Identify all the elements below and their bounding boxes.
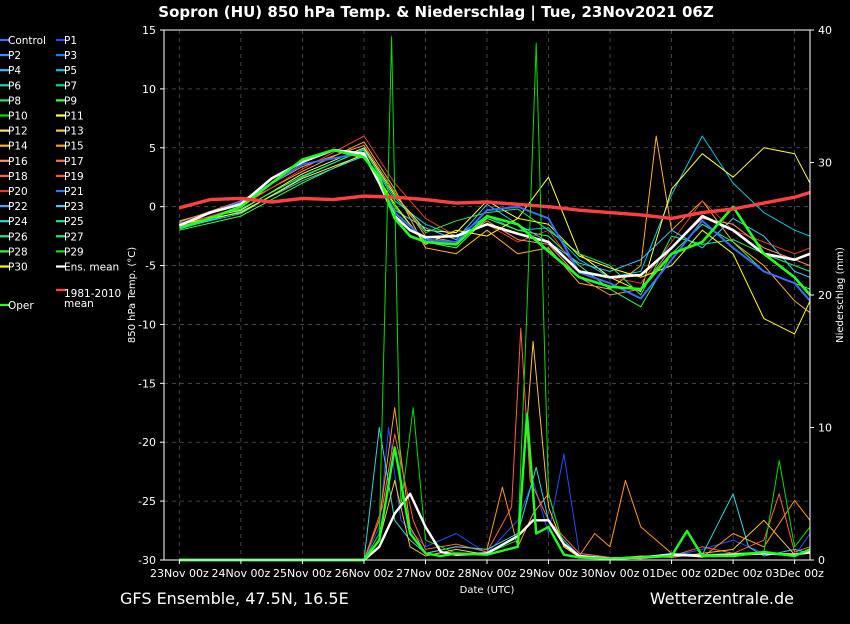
y-tick-label: -15: [138, 377, 156, 390]
y-tick-label: -30: [138, 554, 156, 567]
legend-label: P12: [8, 126, 28, 138]
x-tick-label: 23Nov 00z: [150, 567, 209, 580]
legend-label: P19: [64, 171, 84, 183]
y-tick-label: 0: [149, 201, 156, 214]
x-tick-label: 25Nov 00z: [273, 567, 332, 580]
legend-label: P1: [64, 35, 77, 47]
x-tick-label: 02Dec 00z: [704, 567, 763, 580]
x-tick-label: 29Nov 00z: [519, 567, 578, 580]
x-tick-label: 26Nov 00z: [335, 567, 394, 580]
legend-label: P3: [64, 50, 77, 62]
y-axis-label: 850 hPa Temp. (°C): [127, 247, 138, 343]
y2-tick-label: 20: [818, 289, 832, 302]
legend-label: P13: [64, 126, 84, 138]
legend-label: P4: [8, 65, 21, 77]
legend-label: P16: [8, 156, 28, 168]
y-tick-label: 5: [149, 142, 156, 155]
legend-label: P5: [64, 65, 77, 77]
x-tick-label: 03Dec 00z: [765, 567, 824, 580]
left-axis-ticks: 15 10 5 0 -5 -10 -15 -20 -25 -30: [138, 24, 164, 567]
legend-label: P20: [8, 186, 28, 198]
legend-label: P28: [8, 246, 28, 258]
legend-label: P29: [64, 246, 84, 258]
legend-label: P11: [64, 111, 84, 123]
legend-label: P9: [64, 95, 77, 107]
grid: [164, 29, 810, 561]
y2-tick-label: 0: [818, 554, 825, 567]
legend-label: P15: [64, 141, 84, 153]
legend-label: P23: [64, 201, 84, 213]
legend-label: P22: [8, 201, 28, 213]
legend-label: P8: [8, 95, 21, 107]
temp-series-line: [178, 190, 811, 221]
precip-series-line: [179, 413, 811, 562]
chart-title: Sopron (HU) 850 hPa Temp. & Niederschlag…: [158, 3, 714, 22]
legend-label: P24: [8, 216, 28, 228]
y-tick-label: -10: [138, 318, 156, 331]
legend-label: Ens. mean: [64, 262, 119, 274]
legend-label: P17: [64, 156, 84, 168]
footer-source: GFS Ensemble, 47.5N, 16.5E: [120, 589, 349, 608]
x-tick-label: 30Nov 00z: [581, 567, 640, 580]
y-tick-label: -20: [138, 436, 156, 449]
y2-tick-label: 30: [818, 157, 832, 170]
y-tick-label: -5: [145, 260, 156, 273]
legend: Control P1 P2 P3 P4 P5 P6 P7 P8 P9 P10 P11 P12 P13 P14…: [0, 35, 121, 312]
x-tick-label: 24Nov 00z: [212, 567, 271, 580]
y2-tick-label: 10: [818, 422, 832, 435]
temp-series-line: [179, 144, 811, 296]
legend-label: P2: [8, 50, 21, 62]
footer-site: Wetterzentrale.de: [650, 589, 794, 608]
legend-label: P6: [8, 80, 21, 92]
temp-series-line: [179, 148, 811, 296]
y2-axis-label: Niederschlag (mm): [835, 247, 846, 343]
legend-label: P14: [8, 141, 28, 153]
legend-label: P18: [8, 171, 28, 183]
legend-label: P21: [64, 186, 84, 198]
y-tick-label: 10: [142, 83, 156, 96]
right-axis-ticks: 40 30 20 10 0: [810, 24, 832, 567]
x-tick-label: 01Dec 00z: [642, 567, 701, 580]
legend-label: P30: [8, 262, 28, 274]
legend-label: Oper: [8, 300, 34, 312]
legend-label: 1981-2010 mean: [64, 288, 121, 310]
y-tick-label: 15: [142, 24, 156, 37]
x-axis-label: Date (UTC): [460, 585, 515, 596]
precip-series-line: [179, 340, 811, 561]
temperature-lines: [178, 135, 811, 335]
y-tick-label: -25: [138, 495, 156, 508]
x-axis-ticks: 23Nov 00z 24Nov 00z 25Nov 00z 26Nov 00z 27No…: [150, 560, 824, 580]
temp-series-line: [179, 135, 811, 278]
precip-series-line: [179, 36, 811, 561]
legend-label: P26: [8, 231, 28, 243]
temp-series-line: [179, 149, 811, 296]
legend-label: P7: [64, 80, 77, 92]
legend-label: P27: [64, 231, 84, 243]
legend-label: Control: [8, 35, 46, 47]
temp-series-line: [179, 147, 811, 292]
y2-tick-label: 40: [818, 24, 832, 37]
x-tick-label: 28Nov 00z: [458, 567, 517, 580]
legend-label: P25: [64, 216, 84, 228]
precipitation-lines: [179, 36, 811, 562]
legend-label: P10: [8, 111, 28, 123]
x-tick-label: 27Nov 00z: [396, 567, 455, 580]
